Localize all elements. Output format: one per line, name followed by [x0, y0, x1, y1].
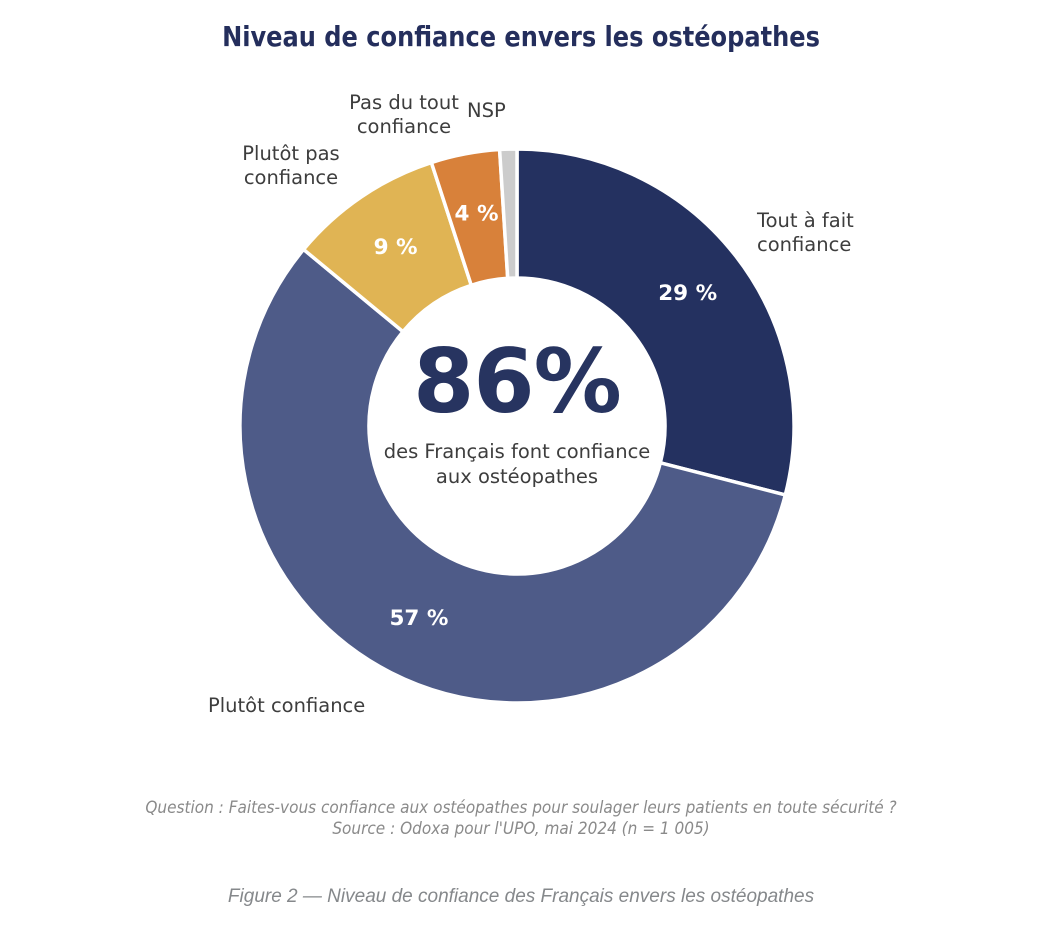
segment-value-plutot-pas-confiance: 9 % — [374, 235, 418, 260]
segment-label-pas-du-tout-confiance: Pas du tout confiance — [349, 91, 459, 138]
center-subtext: des Français font confiance aux ostéopat… — [383, 440, 651, 488]
segment-label-nsp: NSP — [467, 99, 506, 122]
footer-notes: Question : Faites-vous confiance aux ost… — [52, 798, 990, 840]
donut-segment-plutot-confiance — [238, 247, 788, 705]
center-headline: 86% — [413, 330, 622, 433]
segment-label-plutot-confiance: Plutôt confiance — [208, 694, 366, 717]
segment-value-plutot-confiance: 57 % — [389, 606, 448, 631]
segment-label-plutot-pas-confiance: Plutôt pas confiance — [242, 142, 340, 189]
footer-source: Source : Odoxa pour l'UPO, mai 2024 (n =… — [332, 819, 710, 839]
segment-value-pas-du-tout-confiance: 4 % — [455, 201, 499, 226]
donut-segment-tout-a-fait-confiance — [515, 147, 796, 497]
donut-center: 86% des Français font confiance aux osté… — [337, 338, 697, 489]
footer-question: Question : Faites-vous confiance aux ost… — [145, 798, 897, 818]
segment-label-tout-a-fait-confiance: Tout à fait confiance — [757, 209, 854, 256]
donut-segment-nsp — [497, 147, 519, 281]
chart-title: Niveau de confiance envers les ostéopath… — [222, 20, 820, 53]
segment-value-tout-a-fait-confiance: 29 % — [658, 281, 717, 306]
figure-caption: Figure 2 — Niveau de confiance des Franç… — [227, 886, 815, 907]
